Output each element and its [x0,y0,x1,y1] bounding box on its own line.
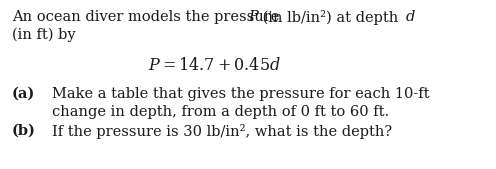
Text: change in depth, from a depth of 0 ft to 60 ft.: change in depth, from a depth of 0 ft to… [52,105,389,119]
Text: $P = 14.7 + 0.45d$: $P = 14.7 + 0.45d$ [148,57,281,74]
Text: Make a table that gives the pressure for each 10-ft: Make a table that gives the pressure for… [52,87,430,101]
Text: (a): (a) [12,87,35,101]
Text: (b): (b) [12,124,36,138]
Text: d: d [406,10,415,24]
Text: An ocean diver models the pressure: An ocean diver models the pressure [12,10,284,24]
Text: (in ft) by: (in ft) by [12,28,75,42]
Text: If the pressure is 30 lb/in², what is the depth?: If the pressure is 30 lb/in², what is th… [52,124,392,139]
Text: (in lb/in²) at depth: (in lb/in²) at depth [258,10,403,25]
Text: P: P [248,10,258,24]
